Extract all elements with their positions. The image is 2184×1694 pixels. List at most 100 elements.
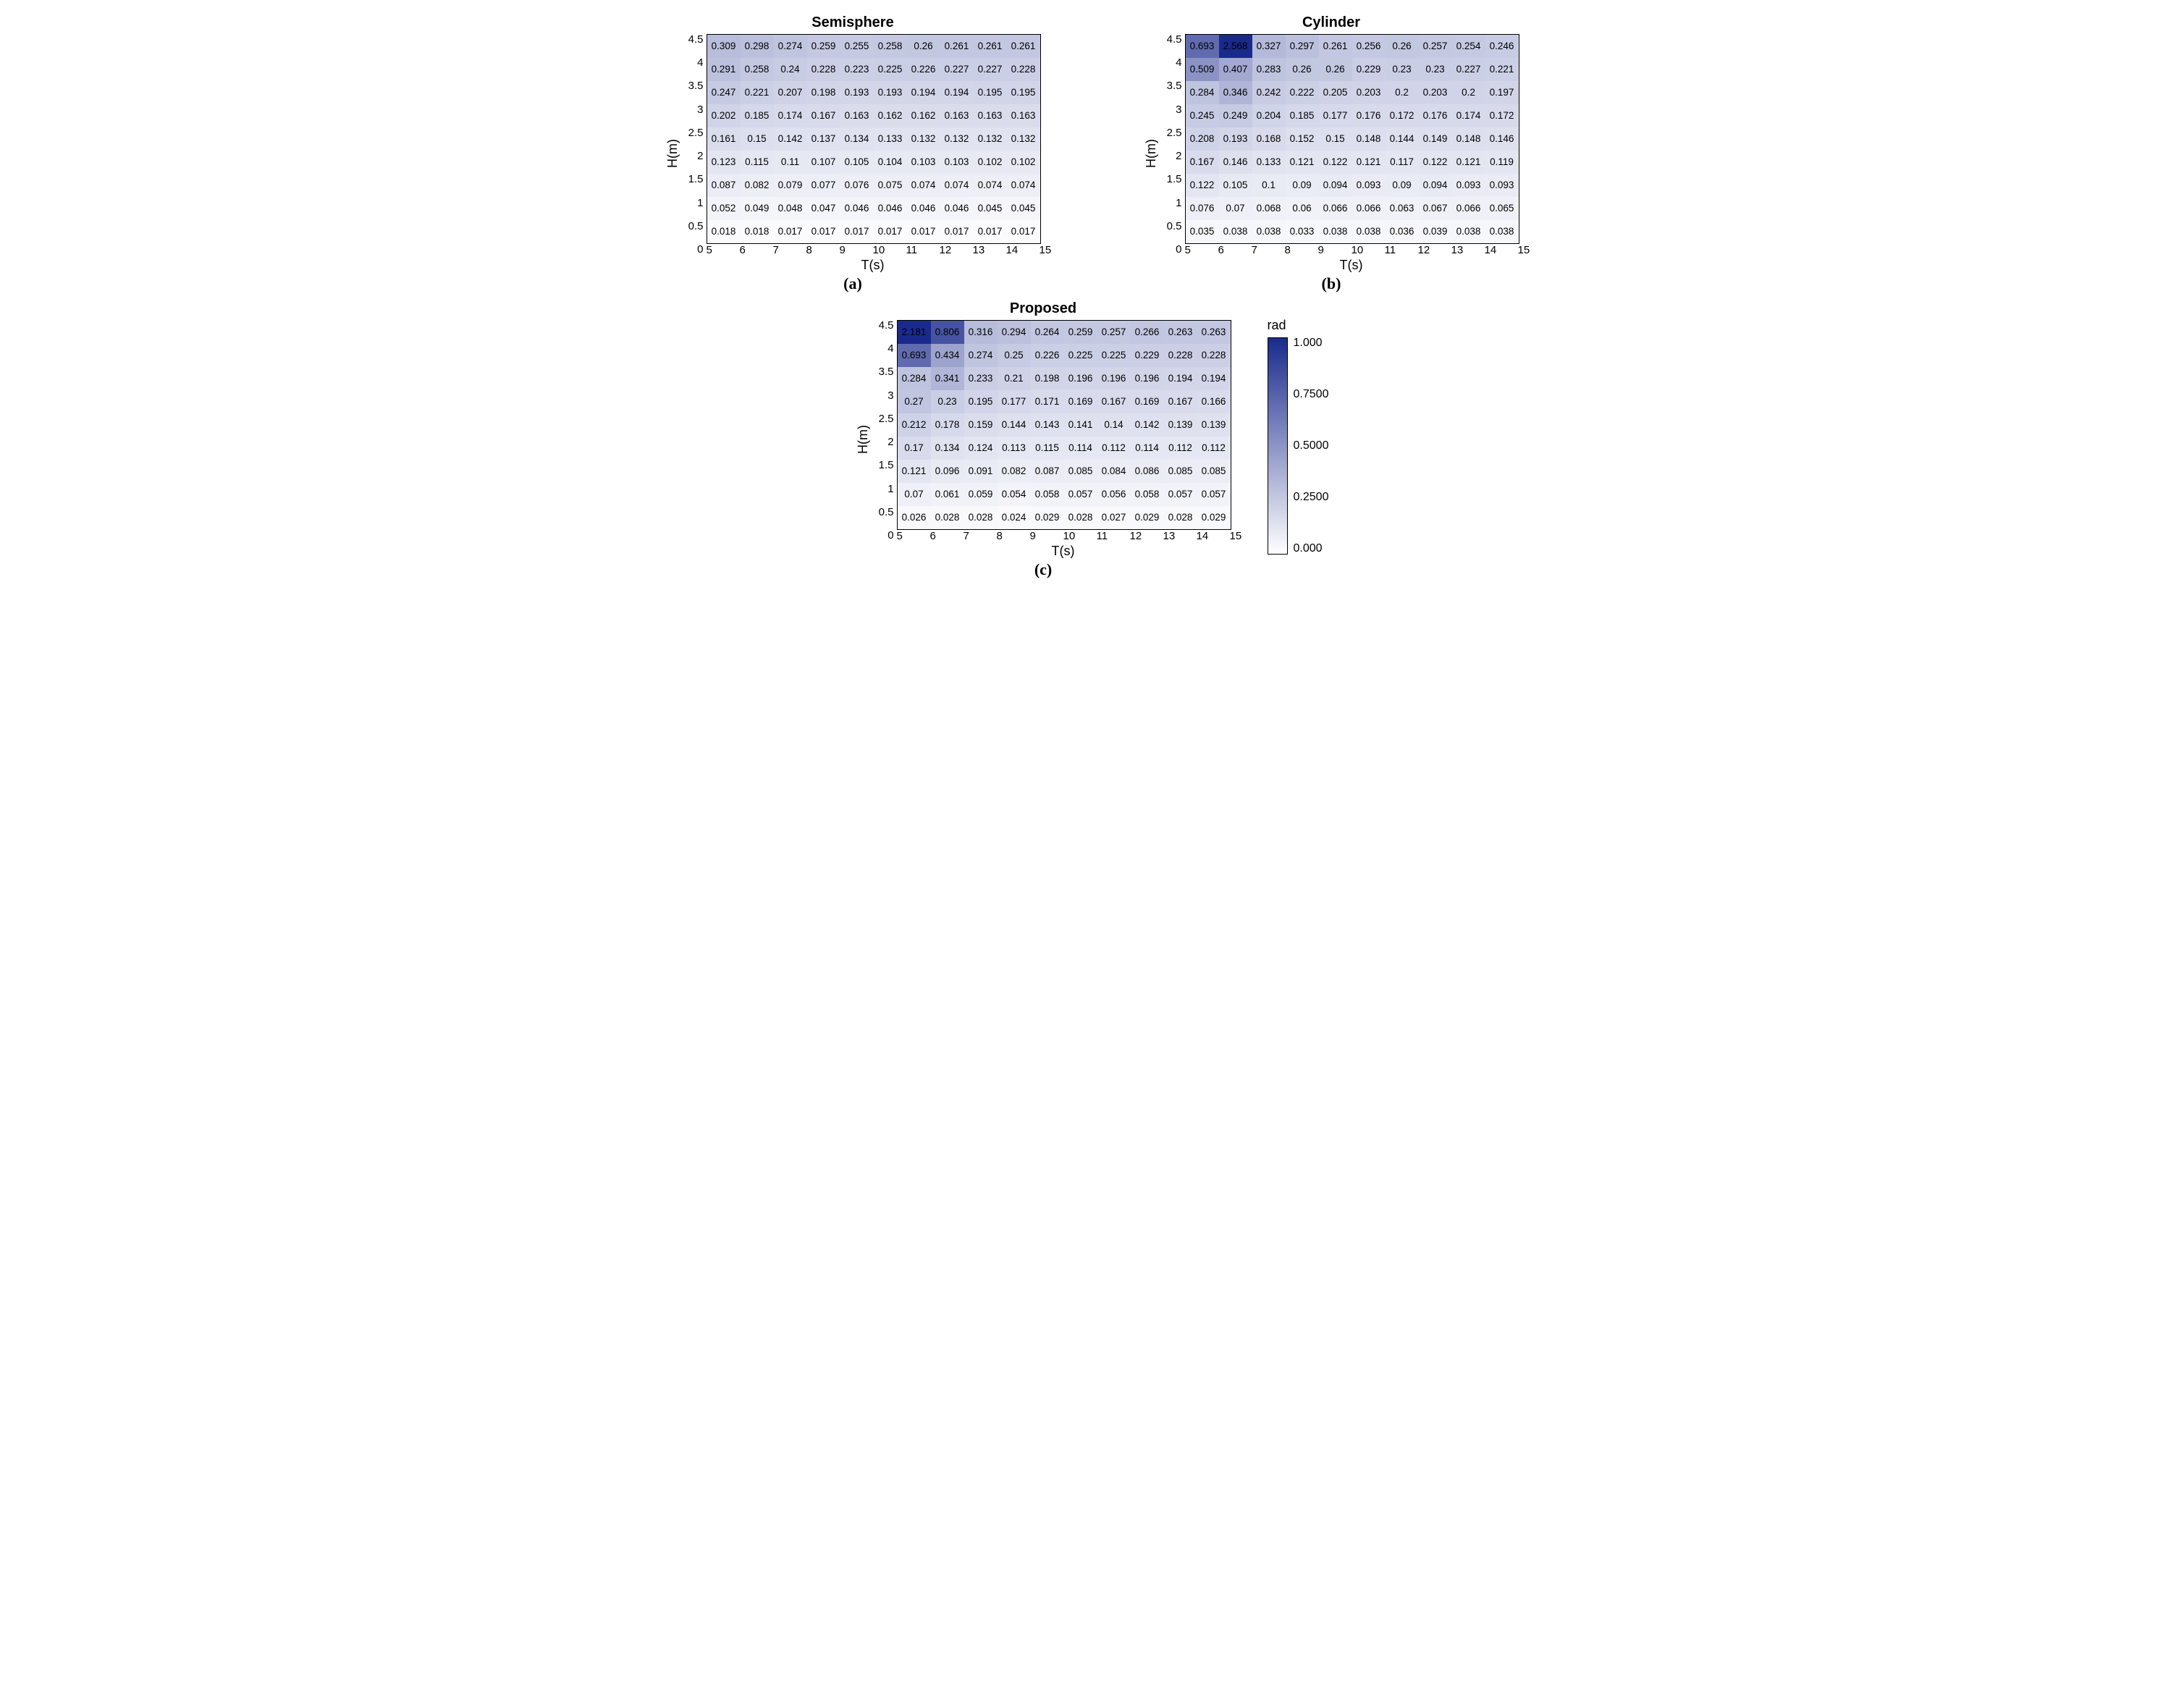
x-axis-label: T(s) bbox=[897, 544, 1230, 559]
colorbar-tick: 1.000 bbox=[1294, 337, 1329, 349]
heatmap-cell: 0.087 bbox=[707, 174, 741, 197]
heatmap-cell: 0.038 bbox=[1485, 220, 1519, 243]
heatmap-cell: 0.245 bbox=[1186, 104, 1219, 127]
heatmap-cell: 0.221 bbox=[1485, 58, 1519, 81]
heatmap-cell: 0.228 bbox=[807, 58, 840, 81]
heatmap-grid: 0.6932.5680.3270.2970.2610.2560.260.2570… bbox=[1185, 34, 1519, 244]
heatmap-cell: 0.146 bbox=[1219, 151, 1252, 174]
heatmap-cell: 0.207 bbox=[774, 81, 807, 104]
heatmap-cell: 0.121 bbox=[1286, 151, 1319, 174]
heatmap-cell: 0.159 bbox=[964, 413, 998, 437]
heatmap-cell: 0.227 bbox=[974, 58, 1007, 81]
heatmap-cell: 0.309 bbox=[707, 35, 741, 58]
heatmap-cell: 0.047 bbox=[807, 197, 840, 220]
heatmap-cell: 0.229 bbox=[1131, 344, 1164, 367]
heatmap-cell: 0.1 bbox=[1252, 174, 1286, 197]
heatmap-cell: 0.149 bbox=[1419, 127, 1452, 151]
heatmap-cell: 0.247 bbox=[707, 81, 741, 104]
heatmap-cell: 0.038 bbox=[1319, 220, 1352, 243]
heatmap-cell: 0.693 bbox=[898, 344, 931, 367]
heatmap-cell: 0.174 bbox=[1452, 104, 1485, 127]
heatmap-cell: 0.178 bbox=[931, 413, 964, 437]
heatmap-cell: 0.163 bbox=[940, 104, 974, 127]
heatmap-cell: 0.233 bbox=[964, 367, 998, 390]
heatmap-cell: 0.017 bbox=[807, 220, 840, 243]
heatmap-cell: 0.228 bbox=[1164, 344, 1197, 367]
x-axis-label: T(s) bbox=[707, 258, 1040, 273]
heatmap-cell: 0.261 bbox=[1007, 35, 1040, 58]
heatmap-cell: 0.291 bbox=[707, 58, 741, 81]
heatmap-cell: 0.056 bbox=[1097, 483, 1131, 506]
heatmap-cell: 0.038 bbox=[1452, 220, 1485, 243]
heatmap-cell: 0.082 bbox=[741, 174, 774, 197]
heatmap-cell: 0.084 bbox=[1097, 460, 1131, 483]
heatmap-cell: 0.038 bbox=[1219, 220, 1252, 243]
heatmap-cell: 0.225 bbox=[874, 58, 907, 81]
heatmap-cell: 0.067 bbox=[1419, 197, 1452, 220]
panel-title: Cylinder bbox=[1302, 14, 1360, 31]
heatmap-cell: 0.193 bbox=[874, 81, 907, 104]
heatmap-cell: 0.017 bbox=[1007, 220, 1040, 243]
heatmap-cell: 0.018 bbox=[741, 220, 774, 243]
heatmap-cell: 0.11 bbox=[774, 151, 807, 174]
heatmap-cell: 0.23 bbox=[1386, 58, 1419, 81]
heatmap-cell: 0.132 bbox=[940, 127, 974, 151]
heatmap-cell: 0.094 bbox=[1419, 174, 1452, 197]
heatmap-cell: 0.26 bbox=[1319, 58, 1352, 81]
heatmap-cell: 0.07 bbox=[898, 483, 931, 506]
chart-wrap: H(m)00.511.522.533.544.52.1810.8060.3160… bbox=[856, 320, 1231, 559]
chart-wrap: H(m)00.511.522.533.544.50.6932.5680.3270… bbox=[1144, 34, 1519, 273]
heatmap-cell: 0.132 bbox=[1007, 127, 1040, 151]
heatmap-cell: 0.258 bbox=[874, 35, 907, 58]
heatmap-cell: 0.033 bbox=[1286, 220, 1319, 243]
heatmap-cell: 0.119 bbox=[1485, 151, 1519, 174]
heatmap-cell: 0.028 bbox=[1064, 506, 1097, 529]
heatmap-cell: 0.261 bbox=[940, 35, 974, 58]
heatmap-cell: 0.105 bbox=[840, 151, 874, 174]
heatmap-cell: 0.052 bbox=[707, 197, 741, 220]
heatmap-cell: 0.263 bbox=[1197, 321, 1231, 344]
heatmap-cell: 0.144 bbox=[998, 413, 1031, 437]
heatmap-cell: 0.203 bbox=[1352, 81, 1386, 104]
heatmap-cell: 0.167 bbox=[1164, 390, 1197, 413]
figure: SemisphereH(m)00.511.522.533.544.50.3090… bbox=[665, 14, 1519, 579]
heatmap-cell: 0.222 bbox=[1286, 81, 1319, 104]
heatmap-cell: 0.284 bbox=[898, 367, 931, 390]
sub-caption: (b) bbox=[1322, 274, 1341, 293]
chart: 00.511.522.533.544.50.6932.5680.3270.297… bbox=[1160, 34, 1519, 273]
heatmap-cell: 0.341 bbox=[931, 367, 964, 390]
heatmap-cell: 0.167 bbox=[807, 104, 840, 127]
heatmap-cell: 0.194 bbox=[1197, 367, 1231, 390]
heatmap-cell: 0.065 bbox=[1485, 197, 1519, 220]
heatmap-cell: 0.085 bbox=[1064, 460, 1097, 483]
heatmap-cell: 0.079 bbox=[774, 174, 807, 197]
heatmap-cell: 0.102 bbox=[974, 151, 1007, 174]
heatmap-cell: 0.283 bbox=[1252, 58, 1286, 81]
heatmap-cell: 0.256 bbox=[1352, 35, 1386, 58]
heatmap-cell: 0.028 bbox=[1164, 506, 1197, 529]
heatmap-cell: 0.117 bbox=[1386, 151, 1419, 174]
heatmap-cell: 0.018 bbox=[707, 220, 741, 243]
heatmap-cell: 0.229 bbox=[1352, 58, 1386, 81]
heatmap-cell: 0.029 bbox=[1131, 506, 1164, 529]
heatmap-cell: 0.261 bbox=[1319, 35, 1352, 58]
heatmap-cell: 0.132 bbox=[907, 127, 940, 151]
heatmap-cell: 0.029 bbox=[1197, 506, 1231, 529]
heatmap-cell: 0.046 bbox=[907, 197, 940, 220]
heatmap-cell: 0.2 bbox=[1452, 81, 1485, 104]
heatmap-cell: 0.058 bbox=[1131, 483, 1164, 506]
heatmap-cell: 0.152 bbox=[1286, 127, 1319, 151]
heatmap-cell: 0.048 bbox=[774, 197, 807, 220]
heatmap-cell: 0.017 bbox=[840, 220, 874, 243]
heatmap-cell: 0.082 bbox=[998, 460, 1031, 483]
heatmap-cell: 0.212 bbox=[898, 413, 931, 437]
x-axis: 56789101112131415 bbox=[1160, 244, 1519, 256]
heatmap-cell: 0.2 bbox=[1386, 81, 1419, 104]
heatmap-cell: 0.038 bbox=[1352, 220, 1386, 243]
heatmap-cell: 0.122 bbox=[1319, 151, 1352, 174]
panel-semisphere: SemisphereH(m)00.511.522.533.544.50.3090… bbox=[665, 14, 1041, 293]
heatmap-cell: 0.059 bbox=[964, 483, 998, 506]
heatmap-cell: 0.167 bbox=[1097, 390, 1131, 413]
heatmap-cell: 0.221 bbox=[741, 81, 774, 104]
y-axis: 00.511.522.533.544.5 bbox=[872, 320, 897, 530]
